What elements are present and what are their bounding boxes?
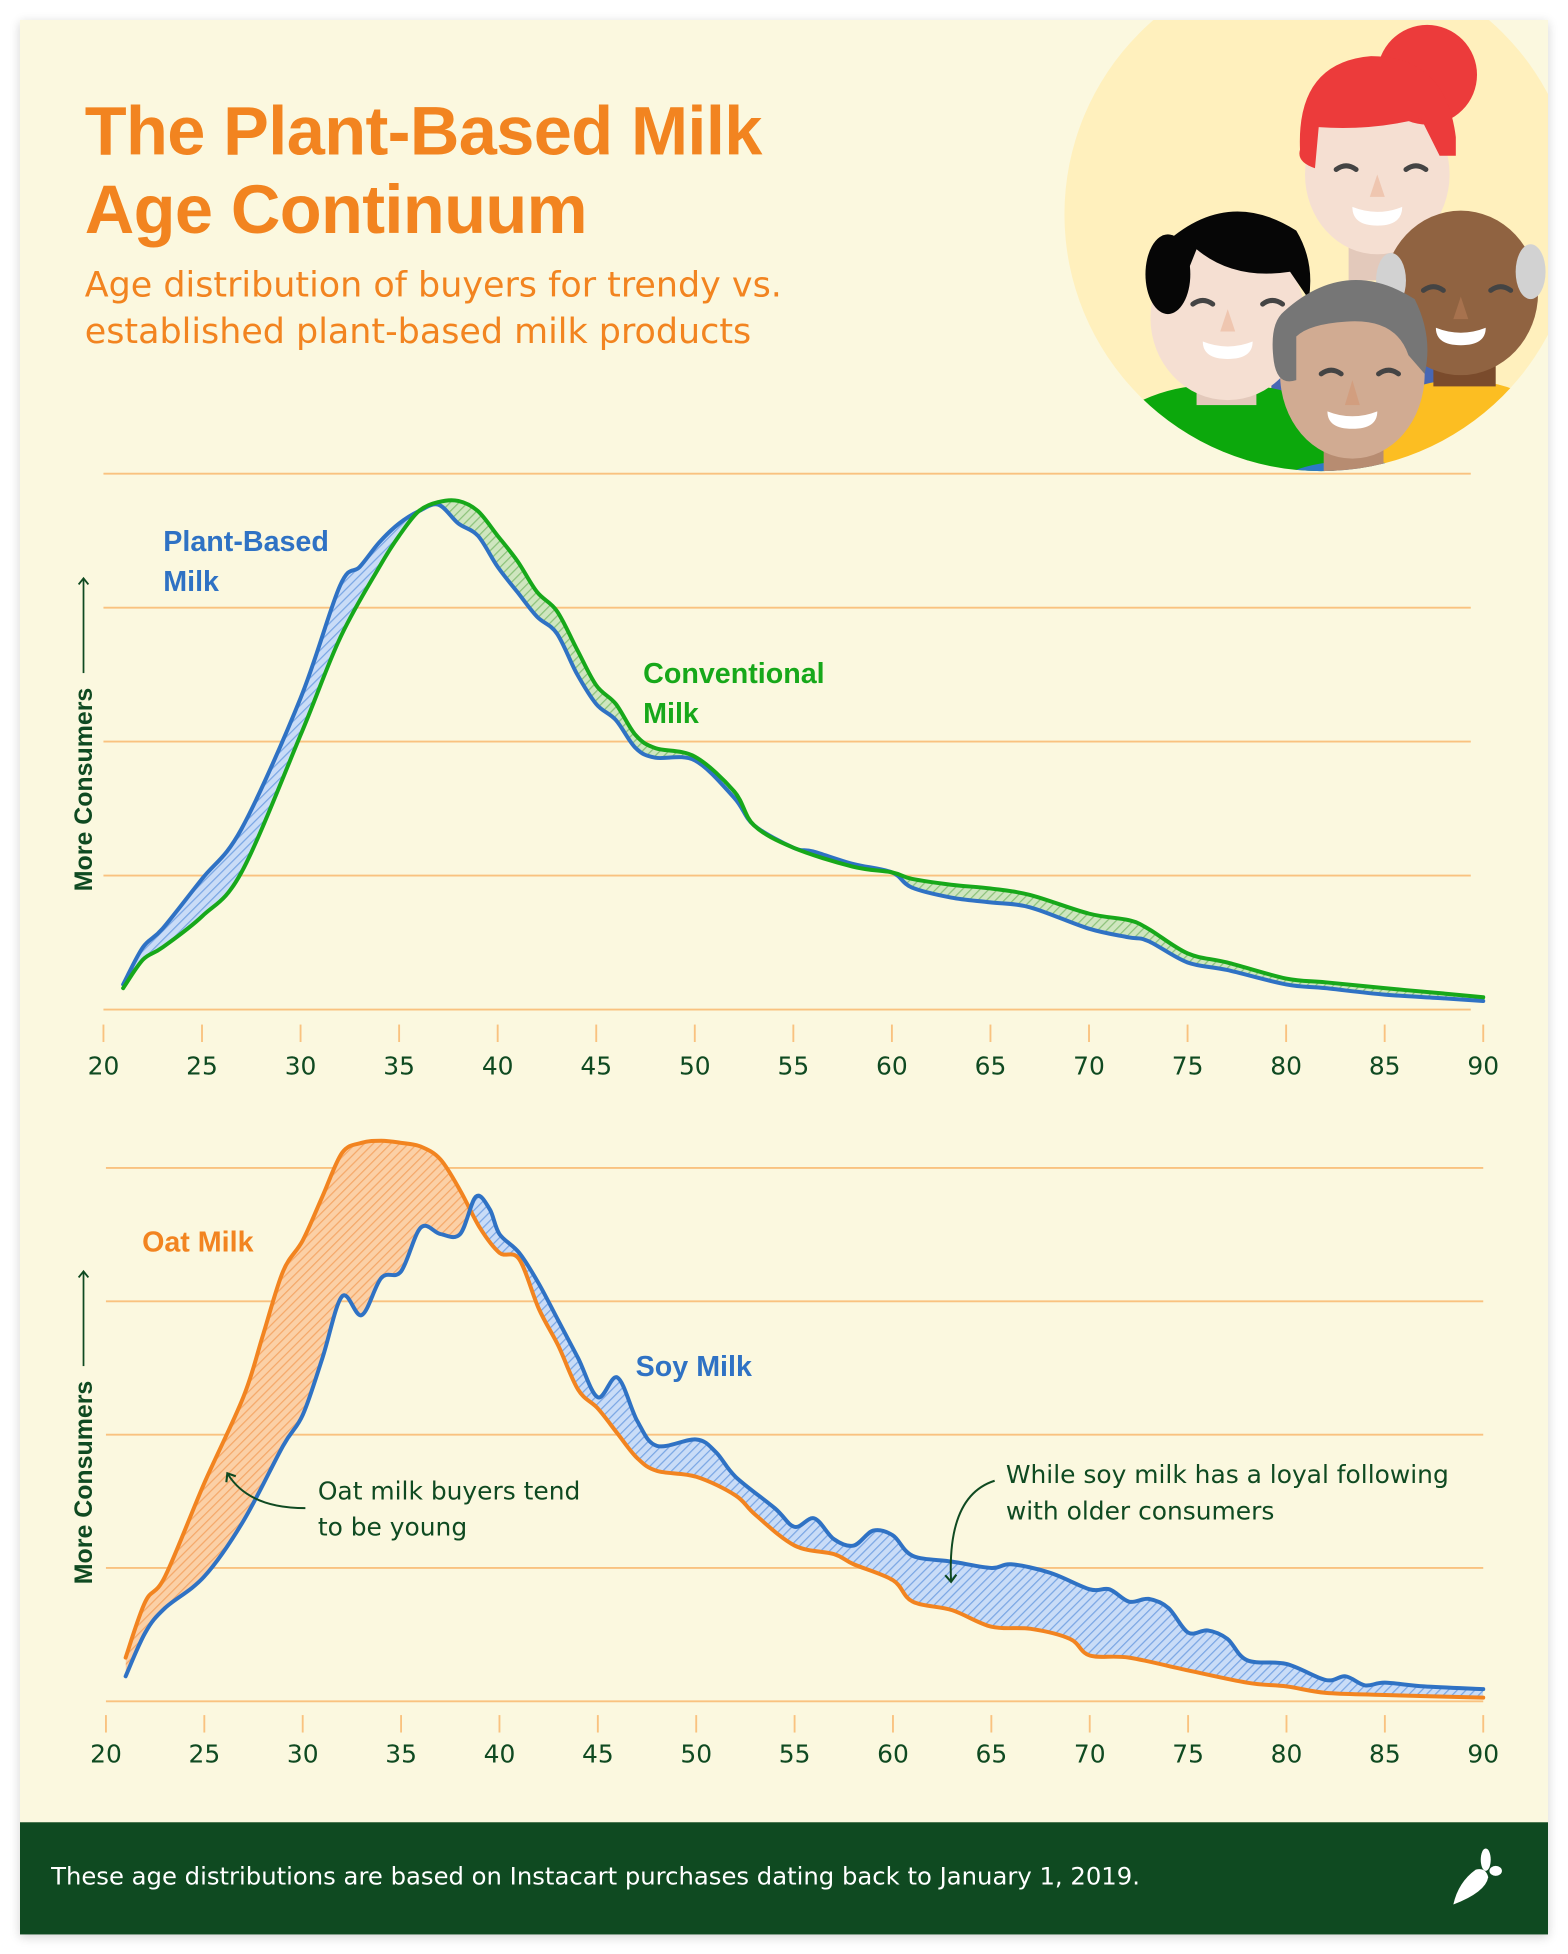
x-tick-label: 50 [680, 1739, 712, 1768]
x-tick-label: 70 [1073, 1051, 1105, 1080]
chart-plant-vs-conventional: 20 25 30 35 40 45 50 55 60 65 70 75 80 85 90 More Consu… [70, 472, 1499, 1080]
x-tick-label: 75 [1172, 1739, 1204, 1768]
x-tick-label: 60 [877, 1739, 909, 1768]
x-tick-label: 30 [287, 1739, 319, 1768]
x-tick-label: 50 [679, 1051, 711, 1080]
subtitle-line-1: Age distribution of buyers for trendy vs… [84, 264, 782, 306]
x-tick-label: 90 [1467, 1739, 1499, 1768]
series-label-conventional-2: Milk [643, 698, 699, 730]
x-tick-label: 40 [482, 1051, 514, 1080]
annotation-oat: Oat milk buyers tend to be young [225, 1471, 580, 1542]
annotation-soy-line2: with older consumers [1006, 1496, 1274, 1525]
x-tick-label: 45 [580, 1051, 612, 1080]
x-tick-label: 65 [975, 1739, 1007, 1768]
x-tick-label: 20 [88, 1051, 120, 1080]
x-tick-label: 35 [385, 1739, 417, 1768]
x-tick-label: 25 [186, 1051, 218, 1080]
series-line-conventional-milk [121, 498, 1486, 1000]
x-tick-label: 55 [779, 1739, 811, 1768]
chart-oat-vs-soy: 20 25 30 35 40 45 50 55 60 65 70 75 80 85 90 More Consu… [70, 1138, 1499, 1768]
fill-between-oat-milk [125, 1140, 1484, 1690]
x-tick-label: 90 [1467, 1051, 1499, 1080]
x-tick-label: 30 [285, 1051, 317, 1080]
annotation-soy: While soy milk has a loyal following wit… [944, 1460, 1449, 1584]
x-tick-label: 25 [188, 1739, 220, 1768]
page-title: The Plant-Based Milk Age Continuum [84, 92, 763, 249]
x-tick-label: 80 [1270, 1051, 1302, 1080]
x-tick-label: 45 [582, 1739, 614, 1768]
x-tick-label: 20 [90, 1739, 122, 1768]
series-line-plant-based-milk [121, 502, 1486, 1003]
series-label-soy: Soy Milk [636, 1351, 752, 1383]
x-tick-label: 60 [876, 1051, 908, 1080]
annotation-oat-line2: to be young [318, 1513, 467, 1542]
series-label-plant-based: Plant-Based [163, 526, 329, 558]
series-label-oat: Oat Milk [142, 1226, 254, 1258]
series-label-plant-based-2: Milk [163, 566, 219, 598]
annotation-soy-line1: While soy milk has a loyal following [1006, 1460, 1449, 1489]
page-subtitle: Age distribution of buyers for trendy vs… [85, 262, 782, 354]
footer: These age distributions are based on Ins… [19, 1822, 1549, 1935]
charts: 20 25 30 35 40 45 50 55 60 65 70 75 80 85 90 More Consu… [70, 472, 1499, 1768]
x-tick-label: 85 [1369, 1051, 1401, 1080]
fill-between-conventional-milk [123, 500, 1484, 1001]
title-line-1: The Plant-Based Milk [84, 92, 763, 170]
subtitle-line-2: established plant-based milk products [84, 310, 752, 352]
x-tick-label: 35 [383, 1051, 415, 1080]
x-tick-label: 75 [1172, 1051, 1204, 1080]
x-tick-label: 70 [1074, 1739, 1106, 1768]
footer-note: These age distributions are based on Ins… [51, 1862, 1140, 1891]
carrot-icon [1453, 1848, 1502, 1905]
series-line-soy-milk [123, 1193, 1486, 1692]
annotation-arrow-oat [225, 1471, 306, 1510]
series-label-conventional: Conventional [643, 658, 825, 690]
annotation-oat-line1: Oat milk buyers tend [318, 1476, 580, 1505]
infographic-card: The Plant-Based Milk Age Continuum Age d… [19, 19, 1549, 1935]
x-tick-label: 80 [1271, 1739, 1303, 1768]
series-line-oat-milk [123, 1138, 1486, 1700]
annotation-arrow-soy [944, 1479, 995, 1584]
x-tick-label: 40 [484, 1739, 516, 1768]
fill-between-plant-based-milk [123, 504, 1484, 998]
x-tick-label: 55 [777, 1051, 809, 1080]
title-line-2: Age Continuum [84, 170, 588, 249]
x-tick-label: 85 [1369, 1739, 1401, 1768]
x-tick-label: 65 [975, 1051, 1007, 1080]
y-axis-label: More Consumers [70, 688, 98, 891]
y-axis-label: More Consumers [70, 1381, 98, 1584]
